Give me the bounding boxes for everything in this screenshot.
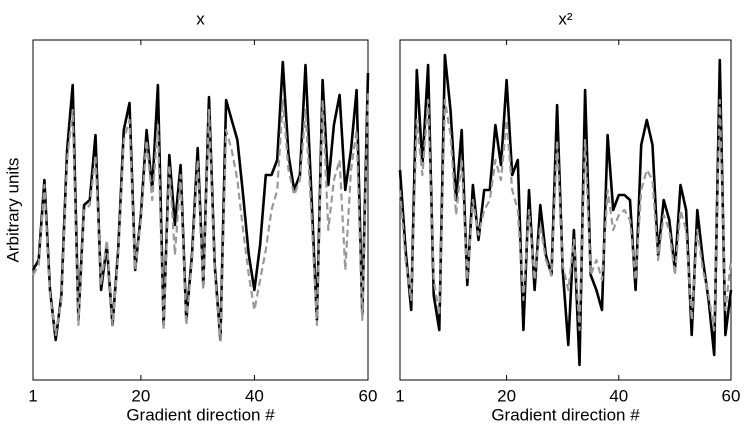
x-tick-label: 20 <box>131 386 150 405</box>
data-line <box>398 53 733 367</box>
x-tick-label: 40 <box>609 386 628 405</box>
x-tick-label: 1 <box>28 386 37 405</box>
x-tick-label: 1 <box>395 386 404 405</box>
chart-title: x <box>196 9 205 28</box>
x-axis-label: Gradient direction # <box>126 405 275 424</box>
y-axis-label: Arbitrary units <box>3 158 22 263</box>
data-line <box>32 89 370 342</box>
x-tick-label: 40 <box>245 386 264 405</box>
chart-title: x² <box>558 9 573 28</box>
x-tick-label: 20 <box>497 386 516 405</box>
data-line <box>398 98 733 332</box>
x-axis-label: Gradient direction # <box>491 405 640 424</box>
x-tick-label: 60 <box>722 386 741 405</box>
x-tick-label: 60 <box>359 386 378 405</box>
